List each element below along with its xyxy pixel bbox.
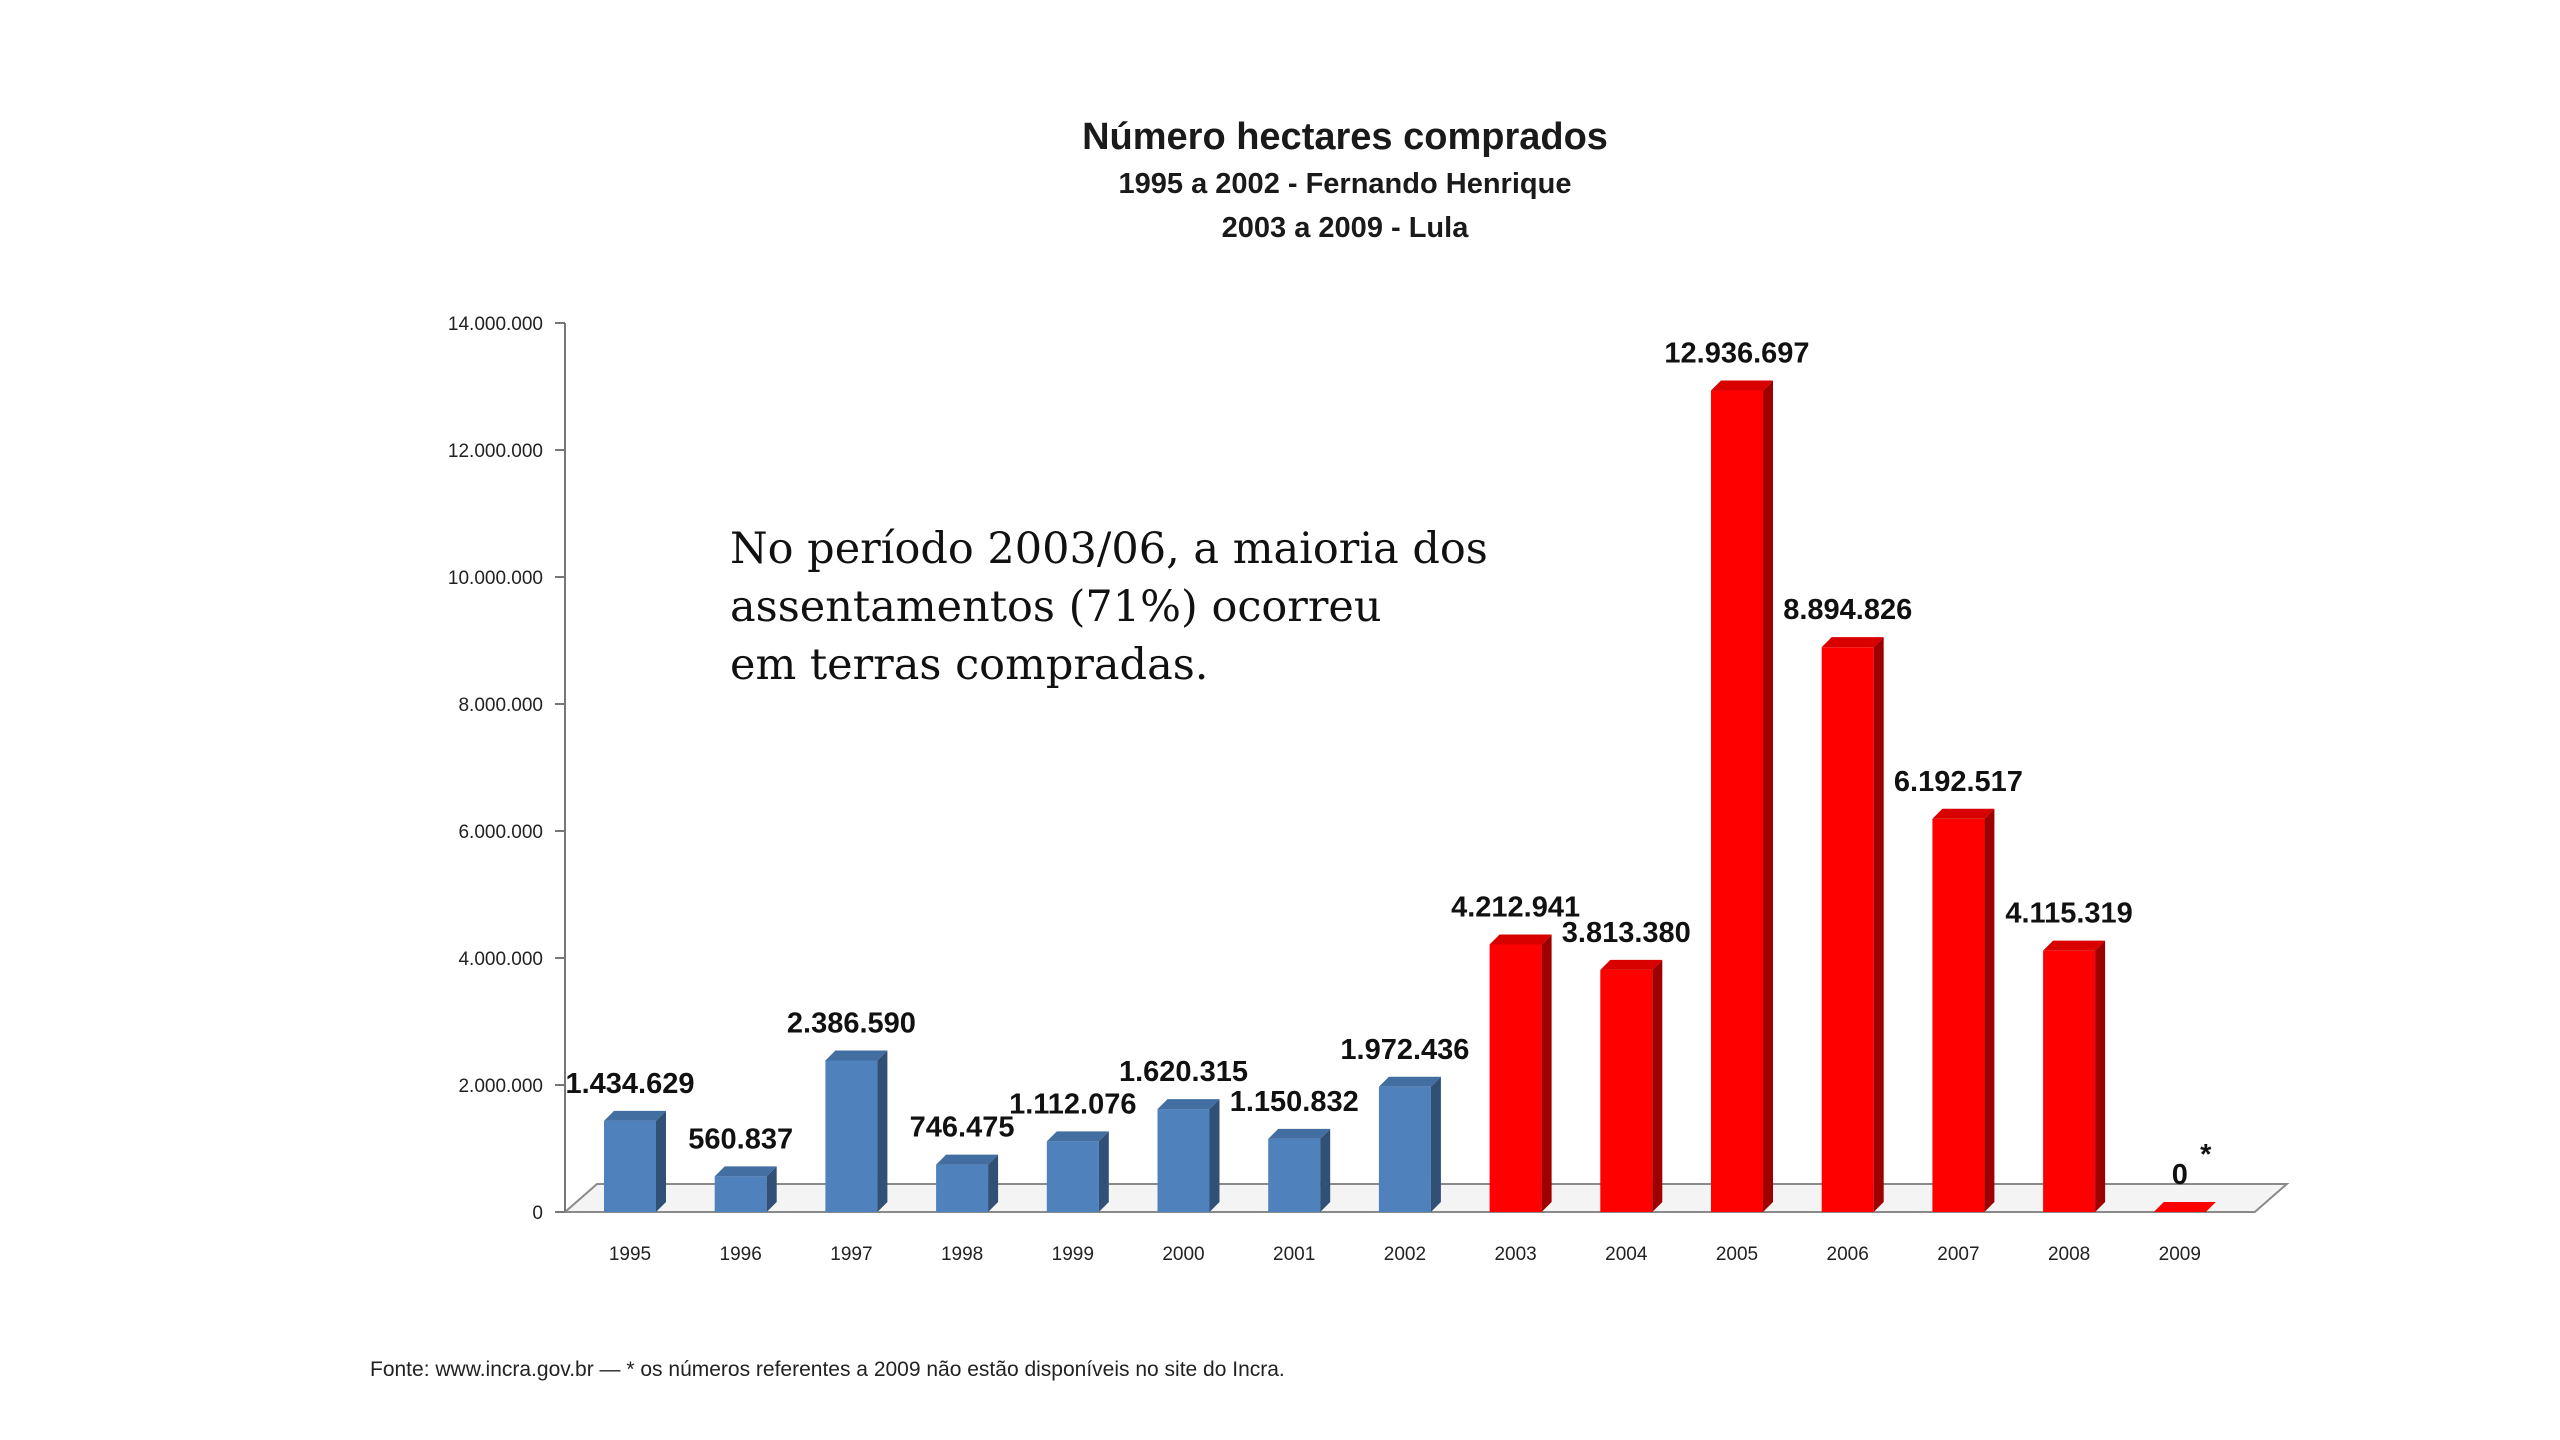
data-label-2005: 12.936.697 (1664, 338, 1809, 370)
chart-subtitle-fhc: 1995 a 2002 - Fernando Henrique (1118, 168, 1572, 200)
data-label-1999: 1.112.076 (1009, 1088, 1136, 1120)
bar-top-1998 (936, 1154, 999, 1165)
bar-2005 (1711, 390, 1763, 1212)
bar-top-2006 (1821, 637, 1884, 648)
bar-side-2001 (1320, 1128, 1331, 1212)
bar-side-2007 (1984, 808, 1995, 1212)
bar-side-1999 (1098, 1131, 1109, 1212)
data-label-2008: 4.115.319 (2005, 898, 2132, 930)
data-label-1995: 1.434.629 (565, 1068, 694, 1100)
bar-side-1997 (877, 1050, 888, 1212)
data-label-2004: 3.813.380 (1562, 917, 1691, 949)
bar-top-2000 (1157, 1099, 1220, 1110)
y-tick-label: 2.000.000 (458, 1076, 543, 1097)
bar-1996 (714, 1176, 767, 1212)
bar-1999 (1046, 1141, 1099, 1212)
y-tick-label: 12.000.000 (448, 441, 543, 462)
bar-top-2004 (1600, 959, 1663, 970)
bar-2008 (2043, 950, 2096, 1212)
x-tick-label: 2007 (1937, 1244, 1979, 1265)
x-tick-label: 1998 (941, 1244, 983, 1265)
bar-top-1997 (825, 1050, 888, 1061)
bar-top-2005 (1711, 380, 1773, 391)
chart-title-block: Número hectares comprados 1995 a 2002 - … (0, 112, 2560, 250)
bar-top-2008 (2043, 940, 2106, 951)
x-tick-label: 2000 (1162, 1244, 1204, 1265)
data-label-1998: 746.475 (910, 1112, 1015, 1144)
footnote-marker: * (2200, 1139, 2212, 1171)
bar-top-2001 (1268, 1128, 1331, 1139)
bar-1995 (604, 1120, 656, 1212)
y-tick-label: 8.000.000 (458, 695, 543, 716)
bar-2009 (2153, 1202, 2216, 1212)
y-tick-label: 6.000.000 (458, 822, 543, 843)
data-label-1997: 2.386.590 (787, 1007, 916, 1039)
data-label-2009: 0 (2172, 1159, 2188, 1191)
y-tick-label: 10.000.000 (448, 568, 543, 589)
bar-top-2003 (1489, 934, 1552, 945)
y-tick-label: 0 (532, 1203, 543, 1224)
chart-subtitle-lula: 2003 a 2009 - Lula (1221, 212, 1469, 244)
bar-side-2004 (1652, 959, 1663, 1212)
bar-top-2002 (1378, 1076, 1441, 1087)
bar-1998 (936, 1164, 989, 1212)
data-label-2003: 4.212.941 (1451, 891, 1580, 923)
bar-side-1995 (656, 1110, 666, 1212)
source-note: Fonte: www.incra.gov.br — * os números r… (370, 1358, 1285, 1381)
data-label-2002: 1.972.436 (1340, 1034, 1469, 1066)
x-tick-label: 1997 (830, 1244, 872, 1265)
annotation-line-3: em terras compradas. (730, 640, 1209, 690)
x-tick-label: 1999 (1052, 1244, 1094, 1265)
data-label-2000: 1.620.315 (1119, 1056, 1248, 1088)
bar-2007 (1932, 818, 1985, 1212)
bar-2006 (1821, 647, 1874, 1212)
bar-2003 (1489, 944, 1542, 1212)
bar-side-2005 (1763, 380, 1773, 1212)
bar-2004 (1600, 969, 1653, 1212)
y-tick-label: 14.000.000 (448, 314, 543, 335)
bar-side-1996 (766, 1166, 777, 1212)
bar-side-1998 (988, 1154, 999, 1212)
bar-side-2003 (1541, 934, 1552, 1212)
chart-title: Número hectares comprados (1082, 116, 1608, 158)
data-label-2006: 8.894.826 (1783, 594, 1912, 626)
bar-side-2008 (2095, 940, 2106, 1212)
bar-side-2006 (1873, 637, 1884, 1212)
annotation-line-2: assentamentos (71%) ocorreu (730, 582, 1382, 632)
x-tick-label: 2009 (2159, 1244, 2201, 1265)
x-tick-label: 2008 (2048, 1244, 2090, 1265)
x-tick-label: 1996 (720, 1244, 762, 1265)
data-label-1996: 560.837 (688, 1123, 793, 1155)
x-tick-label: 1995 (609, 1244, 651, 1265)
bar-2002 (1378, 1086, 1431, 1212)
data-label-2001: 1.150.832 (1230, 1086, 1359, 1118)
data-label-2007: 6.192.517 (1894, 766, 2023, 798)
y-tick-label: 4.000.000 (458, 949, 543, 970)
bar-side-2000 (1209, 1099, 1220, 1212)
bar-2001 (1268, 1138, 1321, 1212)
chart-annotation: No período 2003/06, a maioria dos assent… (730, 520, 1630, 694)
annotation-line-1: No período 2003/06, a maioria dos (730, 524, 1488, 574)
bar-top-1996 (714, 1166, 777, 1177)
x-tick-label: 2003 (1494, 1244, 1536, 1265)
x-tick-label: 2002 (1384, 1244, 1426, 1265)
bar-1997 (825, 1060, 878, 1212)
bar-top-2007 (1932, 808, 1995, 819)
bar-top-1999 (1046, 1131, 1109, 1142)
x-tick-label: 2004 (1605, 1244, 1648, 1265)
x-tick-label: 2006 (1827, 1244, 1869, 1265)
bar-top-1995 (604, 1110, 666, 1121)
bar-side-2002 (1430, 1076, 1441, 1212)
x-tick-label: 2005 (1716, 1244, 1758, 1265)
bar-2000 (1157, 1109, 1210, 1212)
x-tick-label: 2001 (1273, 1244, 1315, 1265)
